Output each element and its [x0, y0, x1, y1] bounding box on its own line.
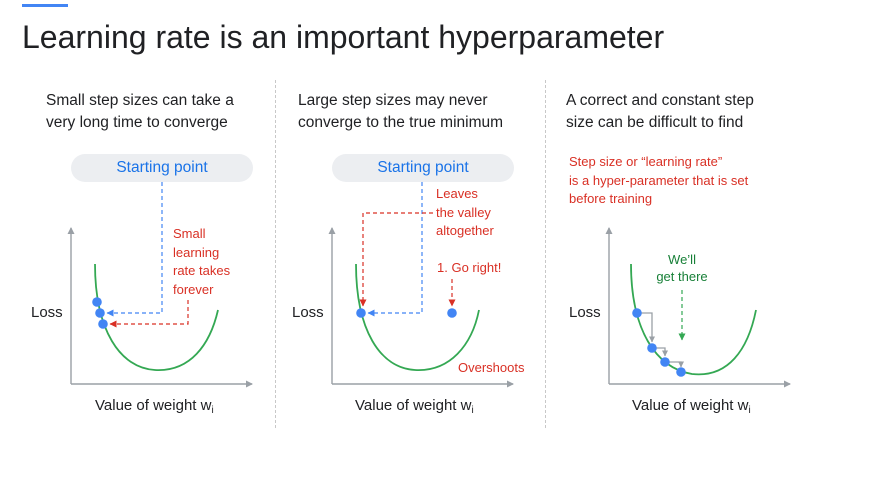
- accent-bar: [22, 4, 68, 7]
- panel-1-caption-line-1: Small step sizes can take a: [46, 92, 234, 109]
- panel-2-x-axis-subscript: i: [471, 405, 474, 416]
- panel-3-caption-line-1: A correct and constant step: [566, 92, 754, 109]
- panel-3-success-line-2: get there: [656, 269, 708, 284]
- panel-1-annotation-pointer: [109, 300, 189, 328]
- panel-3-point-1: [632, 308, 642, 318]
- panel-3-chart: [605, 227, 791, 388]
- panel-1-point-2: [95, 308, 105, 318]
- panel-1-annotation: Small learning rate takes forever: [173, 225, 230, 299]
- panel-2-x-axis-label: Value of weight wi: [355, 396, 474, 421]
- panel-2-caption: Large step sizes may never converge to t…: [298, 90, 503, 134]
- panel-2-start-path: [367, 182, 423, 317]
- panel-2-y-axis-label: Loss: [292, 304, 324, 321]
- panel-2-starting-point: Starting point: [332, 154, 514, 182]
- panel-1-loss-curve: [94, 263, 219, 371]
- panel-2-point-start: [356, 308, 366, 318]
- panel-1-caption-line-2: very long time to converge: [46, 114, 228, 131]
- panel-1-point-1: [92, 297, 102, 307]
- panel-1-annotation-line-3: rate takes: [173, 263, 231, 278]
- panel-2-overshoot-label: Overshoots: [458, 360, 525, 375]
- panel-3-step-3: [665, 361, 684, 368]
- panel-3-y-axis-label: Loss: [569, 304, 601, 321]
- panel-1-x-axis-subscript: i: [211, 405, 214, 416]
- panel-1-caption: Small step sizes can take a very long ti…: [46, 90, 234, 134]
- panel-2-annotation: Leaves the valley altogether: [436, 185, 494, 241]
- panel-3-note-line-1: Step size or “learning rate”: [569, 154, 723, 169]
- panel-3-caption: A correct and constant step size can be …: [566, 90, 754, 134]
- panel-3-x-axis-text: Value of weight w: [632, 397, 749, 414]
- panel-2-leave-arrow: [359, 212, 433, 307]
- panel-3-point-2: [647, 343, 657, 353]
- panel-3-note-line-2: is a hyper-parameter that is set: [569, 172, 749, 188]
- panel-3-x-axis-label: Value of weight wi: [632, 396, 751, 421]
- panel-1-annotation-line-4: forever: [173, 281, 214, 297]
- panel-2-loss-curve: [355, 263, 480, 371]
- panel-1-chart: [67, 182, 253, 388]
- panel-3-note-line-3: before training: [569, 191, 653, 206]
- panel-1-annotation-line-2: learning: [173, 244, 220, 260]
- slide-title: Learning rate is an important hyperparam…: [22, 19, 665, 55]
- panel-2-step-label: 1. Go right!: [437, 260, 502, 275]
- panel-3-point-3: [660, 357, 670, 367]
- panel-1-starting-point: Starting point: [71, 154, 253, 182]
- panel-2-chart: [328, 182, 514, 388]
- panel-1-x-axis-label: Value of weight wi: [95, 396, 214, 421]
- panel-2-annotation-line-1: Leaves: [436, 186, 478, 201]
- panel-2-caption-line-1: Large step sizes may never: [298, 92, 488, 109]
- panel-2-x-axis-text: Value of weight w: [355, 397, 472, 414]
- panel-1-y-axis-label: Loss: [31, 304, 63, 321]
- panel-3-point-4: [676, 367, 686, 377]
- panel-3-success-label: We’ll get there: [648, 251, 716, 285]
- column-divider-1: [275, 80, 276, 428]
- panel-3-x-axis-subscript: i: [748, 405, 751, 416]
- panel-3-step-1: [637, 312, 655, 343]
- panel-1-start-path: [106, 182, 163, 317]
- panel-1-annotation-line-1: Small: [173, 226, 206, 241]
- panel-1-point-3: [98, 319, 108, 329]
- column-divider-2: [545, 80, 546, 428]
- panel-2-annotation-line-3: altogether: [436, 223, 494, 238]
- panel-2-caption-line-2: converge to the true minimum: [298, 114, 504, 131]
- panel-2-annotation-line-2: the valley: [436, 204, 491, 220]
- panel-3-note: Step size or “learning rate” is a hyper-…: [569, 153, 748, 209]
- panel-3-loss-curve: [630, 263, 757, 376]
- panel-3-caption-line-2: size can be difficult to find: [566, 114, 744, 131]
- panel-3-success-line-1: We’ll: [668, 252, 696, 267]
- panel-1-x-axis-text: Value of weight w: [95, 397, 212, 414]
- panel-2-point-overshoot: [447, 308, 457, 318]
